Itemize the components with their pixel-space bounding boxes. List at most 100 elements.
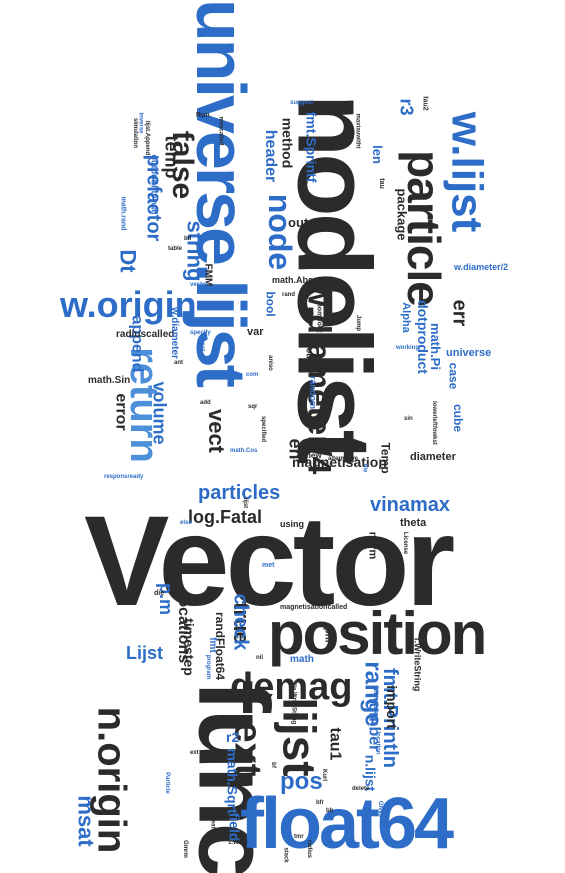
word: vinamax <box>370 494 451 516</box>
word: add <box>200 400 211 406</box>
word: pos <box>280 768 323 795</box>
word: p.m <box>156 582 177 616</box>
word: bb <box>326 808 334 814</box>
word: append <box>128 315 146 373</box>
word: case <box>446 362 461 390</box>
word: magnetisationcalled <box>280 604 348 611</box>
word: Calculates <box>372 687 379 719</box>
word: cube <box>451 403 466 433</box>
word: import <box>383 685 400 729</box>
word: Lijst <box>126 643 164 663</box>
word: outdir <box>304 347 315 374</box>
word: met <box>262 562 275 569</box>
word: ext <box>190 750 199 756</box>
word: tau1 <box>326 727 344 761</box>
word: fmt <box>206 637 218 653</box>
word: table <box>168 246 183 252</box>
word: responsready <box>104 474 144 480</box>
word: output <box>288 215 329 230</box>
word: repeated <box>209 810 216 836</box>
word: bf <box>269 762 276 768</box>
word: universe <box>446 347 492 359</box>
word: phi <box>322 627 334 643</box>
word: rand <box>282 292 296 298</box>
word: norm <box>366 531 379 560</box>
word: package <box>394 188 410 241</box>
word: check <box>229 593 252 651</box>
word: field <box>226 812 243 842</box>
word: w.lijst <box>442 111 492 233</box>
word: header <box>262 129 280 183</box>
word: location <box>374 731 381 755</box>
word: Kurl <box>321 769 327 781</box>
word: working <box>396 345 420 351</box>
word: fmt.Sprintf <box>303 111 320 183</box>
word: alternative <box>328 456 359 462</box>
word: specify <box>190 330 211 336</box>
word: math.rand <box>119 196 127 231</box>
word: Dt <box>115 249 141 273</box>
word: radius <box>306 839 313 859</box>
word: delete <box>352 786 370 792</box>
word: Gmrm <box>181 840 188 858</box>
word: var <box>247 326 264 338</box>
word: specified <box>260 415 267 443</box>
word: len <box>369 145 385 164</box>
word: tmr <box>294 834 304 840</box>
word: temp <box>161 135 182 179</box>
word: using <box>280 519 304 529</box>
word: nomifoot <box>315 302 323 333</box>
word: new <box>306 451 322 460</box>
word: msat <box>73 795 99 847</box>
word: lijst.Append <box>144 120 151 156</box>
word: error <box>112 393 130 431</box>
word: math.Abs <box>272 275 314 285</box>
word: math.Sin <box>88 375 131 386</box>
word: file.WriteString <box>290 681 297 725</box>
word: nil <box>256 655 263 661</box>
word: math.Pi <box>427 323 443 370</box>
word: demag <box>230 666 353 708</box>
word: boost <box>199 334 206 352</box>
word: lijst <box>273 697 326 777</box>
word: log.Fatal <box>188 507 263 527</box>
word: r3 <box>396 98 417 116</box>
word: brf <box>342 568 350 574</box>
word: volume <box>149 381 170 445</box>
word: put <box>304 253 315 268</box>
word: lowerleftfowkst <box>430 401 437 445</box>
word: bool <box>263 291 278 317</box>
word: Particle <box>163 772 170 794</box>
word: sin <box>404 416 413 422</box>
word: inverse <box>137 112 144 134</box>
word: file <box>361 463 368 473</box>
word: math <box>290 654 314 665</box>
word: 1.Write <box>228 840 248 846</box>
word: program <box>205 654 212 680</box>
word: Vector <box>84 490 455 633</box>
word: tau <box>377 178 385 189</box>
word: Temp <box>378 442 393 474</box>
word: Run <box>196 112 210 119</box>
word: mescalled <box>217 116 224 146</box>
word: particles <box>198 482 281 504</box>
word: f.WriteString <box>412 637 423 692</box>
word: lijst <box>242 497 249 509</box>
word: Jump <box>355 314 362 332</box>
word: else <box>180 520 192 526</box>
word: r2 <box>226 729 240 745</box>
word: math.Cos <box>230 448 258 454</box>
word: w.diameter/2 <box>454 262 509 272</box>
word: Alpha <box>399 302 412 333</box>
word: bfr <box>316 800 324 806</box>
word: r5 <box>350 257 362 271</box>
word: radiuscalled <box>116 329 175 340</box>
word: suggest <box>290 100 314 106</box>
word: float64 <box>240 784 454 864</box>
word: method <box>279 117 296 169</box>
word: position <box>268 600 487 667</box>
word: die <box>154 590 165 597</box>
word: vector <box>190 282 209 288</box>
word: theta <box>400 517 427 529</box>
